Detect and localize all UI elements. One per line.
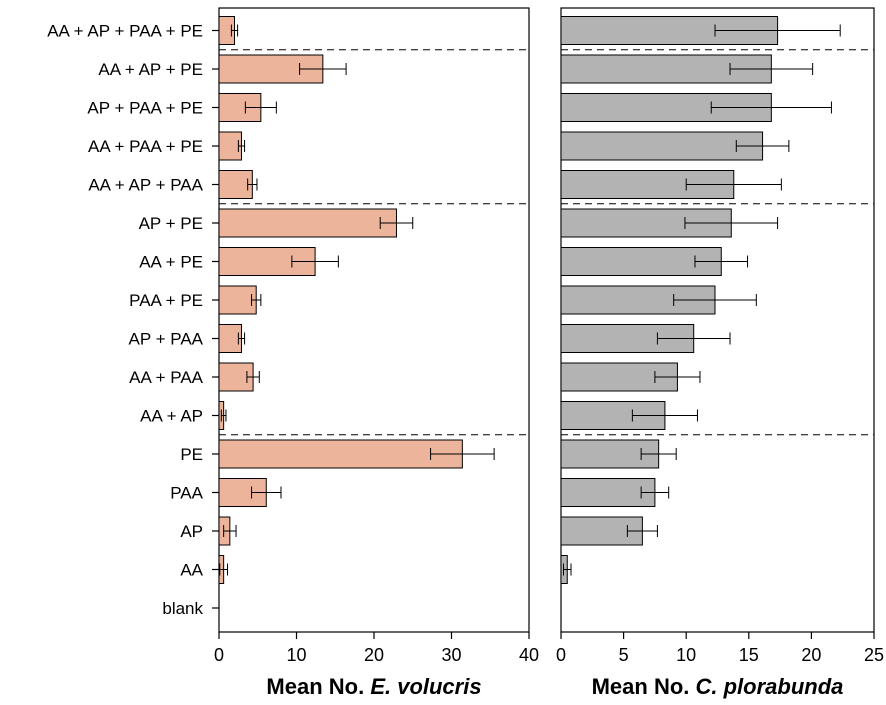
category-label: PE [180, 445, 203, 464]
bar [218, 439, 463, 469]
category-label: AP + PAA [129, 330, 204, 349]
bar [560, 478, 656, 507]
x-tick-label: 0 [214, 645, 224, 665]
x-tick-label: 5 [619, 645, 629, 665]
category-label: AA + AP + PAA [88, 176, 203, 195]
x-tick-label: 20 [801, 645, 821, 665]
x-tick-label: 30 [441, 645, 461, 665]
x-tick-label: 10 [286, 645, 306, 665]
bar [218, 93, 262, 122]
x-axis-title-species: C. plorabunda [696, 674, 844, 699]
bar [218, 208, 397, 238]
category-label: AA + PAA [129, 368, 204, 387]
x-axis-title-species: E. volucris [370, 674, 481, 699]
category-label: PAA + PE [129, 291, 203, 310]
category-label: AP + PAA + PE [87, 99, 203, 118]
category-label: PAA [170, 484, 203, 503]
category-label: AA [180, 561, 203, 580]
panel-frame [560, 7, 875, 633]
category-label: blank [162, 599, 203, 618]
x-tick-label: 15 [739, 645, 759, 665]
category-label: AP + PE [139, 214, 203, 233]
x-tick-label: 40 [519, 645, 539, 665]
bar [560, 516, 643, 546]
x-tick-label: 10 [676, 645, 696, 665]
x-axis-title: Mean No. E. volucris [266, 674, 481, 699]
x-tick-label: 0 [556, 645, 566, 665]
panel-frame [218, 7, 530, 633]
bar [560, 131, 764, 161]
category-label: AA + AP [140, 407, 203, 426]
x-tick-label: 25 [864, 645, 884, 665]
x-axis-title: Mean No. C. plorabunda [592, 674, 844, 699]
bar [218, 285, 257, 315]
x-tick-label: 20 [364, 645, 384, 665]
x-axis-title-prefix: Mean No. [592, 674, 696, 699]
x-axis-title-prefix: Mean No. [266, 674, 370, 699]
category-label: AA + AP + PAA + PE [47, 22, 203, 41]
category-label: AP [180, 522, 203, 541]
category-label: AA + AP + PE [98, 60, 203, 79]
bar [218, 170, 253, 199]
category-label: AA + PE [139, 253, 203, 272]
category-label: AA + PAA + PE [88, 137, 203, 156]
